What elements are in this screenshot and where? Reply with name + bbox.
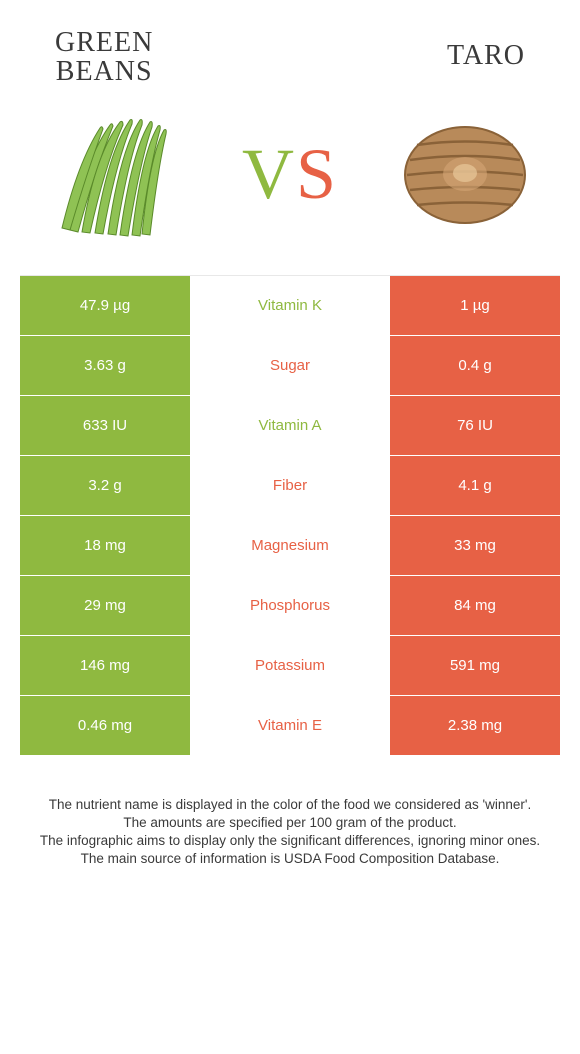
title-left-line2: beans <box>55 57 153 86</box>
cell-label: Vitamin A <box>190 396 390 455</box>
footer-line: The infographic aims to display only the… <box>20 832 560 850</box>
cell-left: 47.9 µg <box>20 276 190 335</box>
cell-left: 0.46 mg <box>20 696 190 755</box>
vs-letter-s: S <box>296 133 338 216</box>
green-beans-image <box>35 95 195 255</box>
cell-right: 591 mg <box>390 636 560 695</box>
nutrient-table: 47.9 µgVitamin K1 µg3.63 gSugar0.4 g633 … <box>20 275 560 756</box>
cell-label: Vitamin E <box>190 696 390 755</box>
cell-right: 1 µg <box>390 276 560 335</box>
footer-line: The main source of information is USDA F… <box>20 850 560 868</box>
cell-left: 29 mg <box>20 576 190 635</box>
table-row: 29 mgPhosphorus84 mg <box>20 576 560 636</box>
title-left-line1: Green <box>55 28 153 57</box>
cell-right: 33 mg <box>390 516 560 575</box>
cell-left: 3.63 g <box>20 336 190 395</box>
cell-label: Sugar <box>190 336 390 395</box>
cell-right: 4.1 g <box>390 456 560 515</box>
cell-left: 18 mg <box>20 516 190 575</box>
cell-left: 633 IU <box>20 396 190 455</box>
table-row: 0.46 mgVitamin E2.38 mg <box>20 696 560 756</box>
cell-label: Fiber <box>190 456 390 515</box>
image-row: VS <box>0 87 580 275</box>
footer-line: The amounts are specified per 100 gram o… <box>20 814 560 832</box>
title-right: Taro <box>447 40 525 72</box>
table-row: 47.9 µgVitamin K1 µg <box>20 276 560 336</box>
table-row: 3.63 gSugar0.4 g <box>20 336 560 396</box>
cell-right: 84 mg <box>390 576 560 635</box>
footer-line: The nutrient name is displayed in the co… <box>20 796 560 814</box>
table-row: 3.2 gFiber4.1 g <box>20 456 560 516</box>
cell-left: 146 mg <box>20 636 190 695</box>
table-row: 633 IUVitamin A76 IU <box>20 396 560 456</box>
cell-left: 3.2 g <box>20 456 190 515</box>
vs-label: VS <box>242 133 338 216</box>
header: Green beans Taro <box>0 0 580 87</box>
footer: The nutrient name is displayed in the co… <box>0 756 580 869</box>
cell-label: Vitamin K <box>190 276 390 335</box>
cell-right: 2.38 mg <box>390 696 560 755</box>
cell-label: Magnesium <box>190 516 390 575</box>
title-left: Green beans <box>55 28 153 87</box>
cell-label: Potassium <box>190 636 390 695</box>
table-row: 18 mgMagnesium33 mg <box>20 516 560 576</box>
cell-right: 76 IU <box>390 396 560 455</box>
cell-label: Phosphorus <box>190 576 390 635</box>
table-row: 146 mgPotassium591 mg <box>20 636 560 696</box>
cell-right: 0.4 g <box>390 336 560 395</box>
taro-image <box>385 95 545 255</box>
vs-letter-v: V <box>242 133 296 216</box>
